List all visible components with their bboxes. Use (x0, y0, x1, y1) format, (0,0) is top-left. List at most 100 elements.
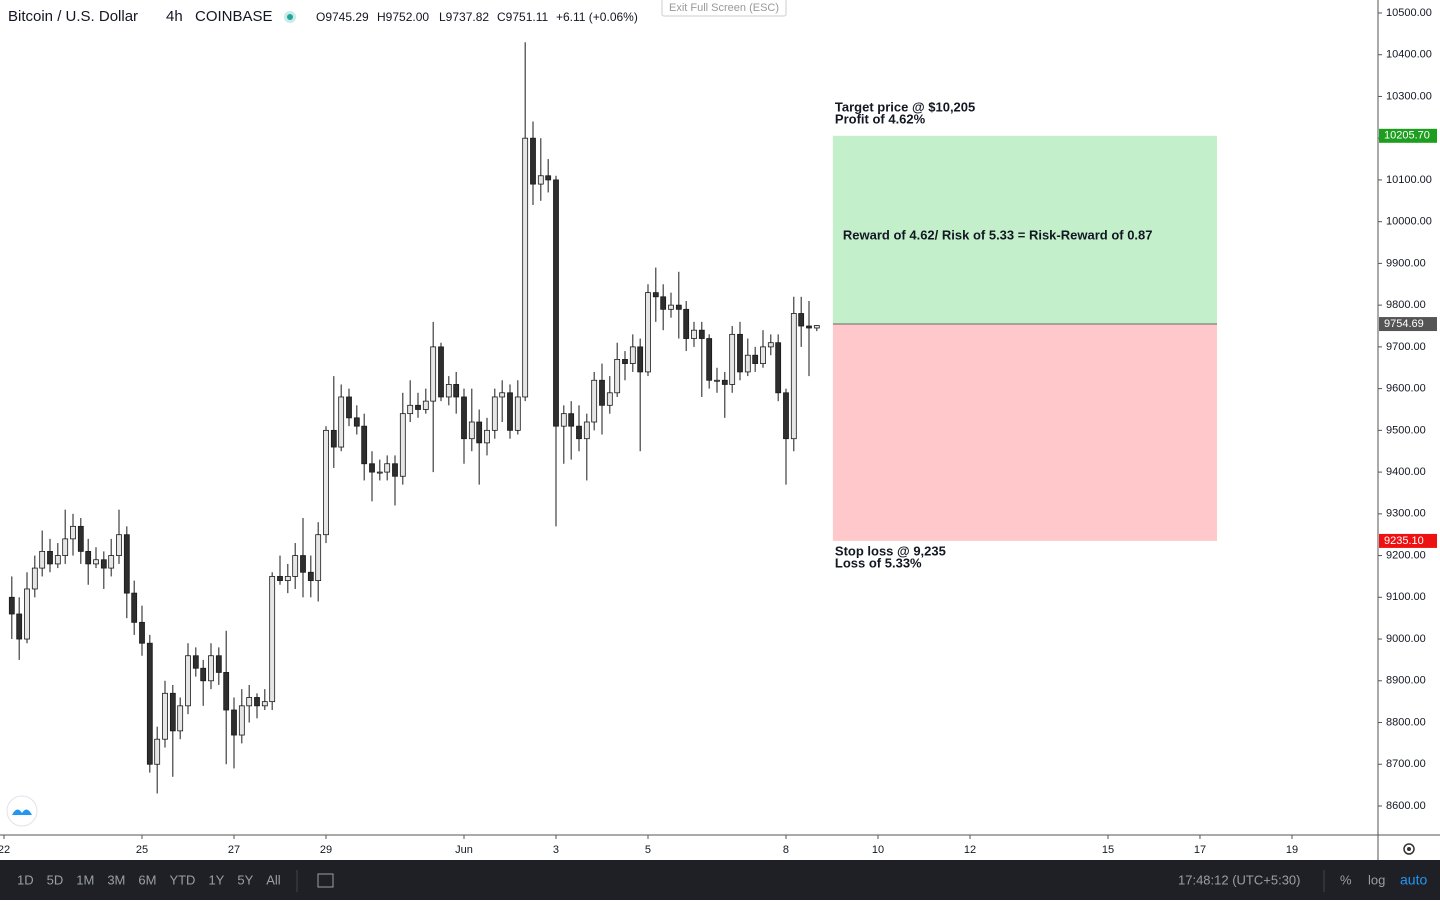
candle-body (131, 592, 138, 623)
candle-body (798, 313, 805, 327)
candle-body (238, 705, 245, 736)
candle-body (185, 655, 191, 707)
candle-body (737, 333, 743, 373)
range-button[interactable]: 3M (107, 872, 125, 887)
settings-icon[interactable] (1403, 843, 1415, 855)
y-tick-label: 8700.00 (1386, 758, 1426, 770)
candle-body (116, 534, 122, 556)
candle-body (537, 175, 544, 185)
range-button[interactable]: 5D (47, 872, 64, 887)
candle-body (783, 392, 789, 440)
candle-body (660, 296, 667, 310)
range-button[interactable]: 5Y (237, 872, 253, 887)
candle-body (277, 576, 283, 582)
symbol: Bitcoin / U.S. Dollar (8, 8, 138, 25)
range-button[interactable]: 6M (138, 872, 156, 887)
candle-body (62, 538, 69, 556)
x-tick-label: 19 (1286, 844, 1298, 856)
target-price-label: 10205.70 (1384, 130, 1430, 142)
exchange: COINBASE (195, 8, 273, 25)
candle-body (392, 463, 398, 477)
range-button[interactable]: 1M (76, 872, 94, 887)
y-tick-label: 10000.00 (1386, 216, 1432, 228)
x-tick-label: 22 (0, 844, 10, 856)
candle-body (93, 559, 99, 565)
y-tick-label: 9100.00 (1386, 591, 1426, 603)
candle-body (599, 379, 605, 406)
y-tick-label: 10300.00 (1386, 90, 1432, 102)
candle-body (706, 338, 713, 381)
candle-body (200, 667, 207, 682)
ohlc-change: +6.11 (+0.06%) (556, 10, 638, 24)
candle-body (47, 550, 53, 565)
y-tick-label: 8900.00 (1386, 675, 1426, 687)
clock[interactable]: 17:48:12 (UTC+5:30) (1178, 872, 1300, 887)
log-toggle[interactable]: log (1368, 872, 1385, 887)
candle-body (376, 471, 383, 474)
candle-body (399, 413, 406, 477)
candle-body (100, 559, 107, 569)
status-dot-core (287, 14, 293, 20)
candle-body (629, 346, 636, 364)
candle-body (70, 525, 76, 540)
candle-body (430, 346, 437, 402)
percent-toggle[interactable]: % (1340, 872, 1352, 887)
candle-body (491, 396, 498, 431)
target-text: Target price @ $10,205 (835, 99, 975, 114)
logo[interactable] (6, 795, 38, 827)
candle-body (223, 672, 230, 711)
candle-body (752, 354, 759, 364)
range-button[interactable]: 1Y (208, 872, 224, 887)
candle-body (760, 346, 766, 364)
candle-body (645, 292, 651, 373)
candle-body (16, 613, 23, 640)
candle-body (453, 384, 460, 398)
candle-body (323, 429, 329, 536)
candle-body (484, 429, 490, 444)
date-range-icon[interactable] (317, 873, 334, 888)
y-tick-label: 9200.00 (1386, 549, 1426, 561)
candle-body (39, 550, 46, 569)
candle-body (576, 425, 582, 440)
profit-zone (832, 135, 1218, 325)
ohlc-close: C9751.11 (497, 10, 548, 24)
stop-text: Stop loss @ 9,235 (835, 543, 946, 558)
candle-body (139, 621, 145, 644)
x-tick-label: 27 (228, 844, 240, 856)
candle-body (507, 392, 513, 431)
candle-body (591, 379, 598, 423)
candle-body (269, 576, 276, 703)
y-tick-label: 8800.00 (1386, 716, 1426, 728)
range-button[interactable]: YTD (169, 872, 195, 887)
range-buttons: 1D 5D 1M 3M 6M YTD 1Y 5Y All (17, 872, 281, 887)
candle-body (261, 701, 268, 707)
candle-body (346, 396, 352, 419)
candle-body (177, 705, 184, 732)
candle-body (415, 404, 421, 410)
exit-fullscreen-button[interactable] (661, 0, 787, 17)
ratio-text: Reward of 4.62/ Risk of 5.33 = Risk-Rewa… (843, 227, 1153, 242)
auto-toggle[interactable]: auto (1400, 872, 1427, 888)
x-tick-label: 10 (872, 844, 884, 856)
candle-body (476, 421, 483, 444)
candle-body (714, 379, 720, 382)
candle-body (445, 384, 452, 398)
interval[interactable]: 4h (166, 8, 183, 25)
candle-body (683, 308, 690, 339)
range-button[interactable]: All (266, 872, 281, 887)
candle-body (744, 354, 751, 373)
x-tick-label: Jun (455, 844, 473, 856)
range-button[interactable]: 1D (17, 872, 34, 887)
y-tick-label: 9300.00 (1386, 508, 1426, 520)
loss-text: Loss of 5.33% (835, 555, 922, 570)
candle-body (300, 555, 306, 573)
exit-fullscreen-label[interactable]: Exit Full Screen (ESC) (669, 2, 779, 14)
y-tick-label: 9500.00 (1386, 424, 1426, 436)
candle-body (192, 655, 199, 669)
candle-body (691, 329, 697, 339)
candle-body (637, 346, 644, 373)
candle-body (438, 346, 444, 398)
candle-body (31, 567, 38, 590)
y-tick-label: 9800.00 (1386, 299, 1426, 311)
